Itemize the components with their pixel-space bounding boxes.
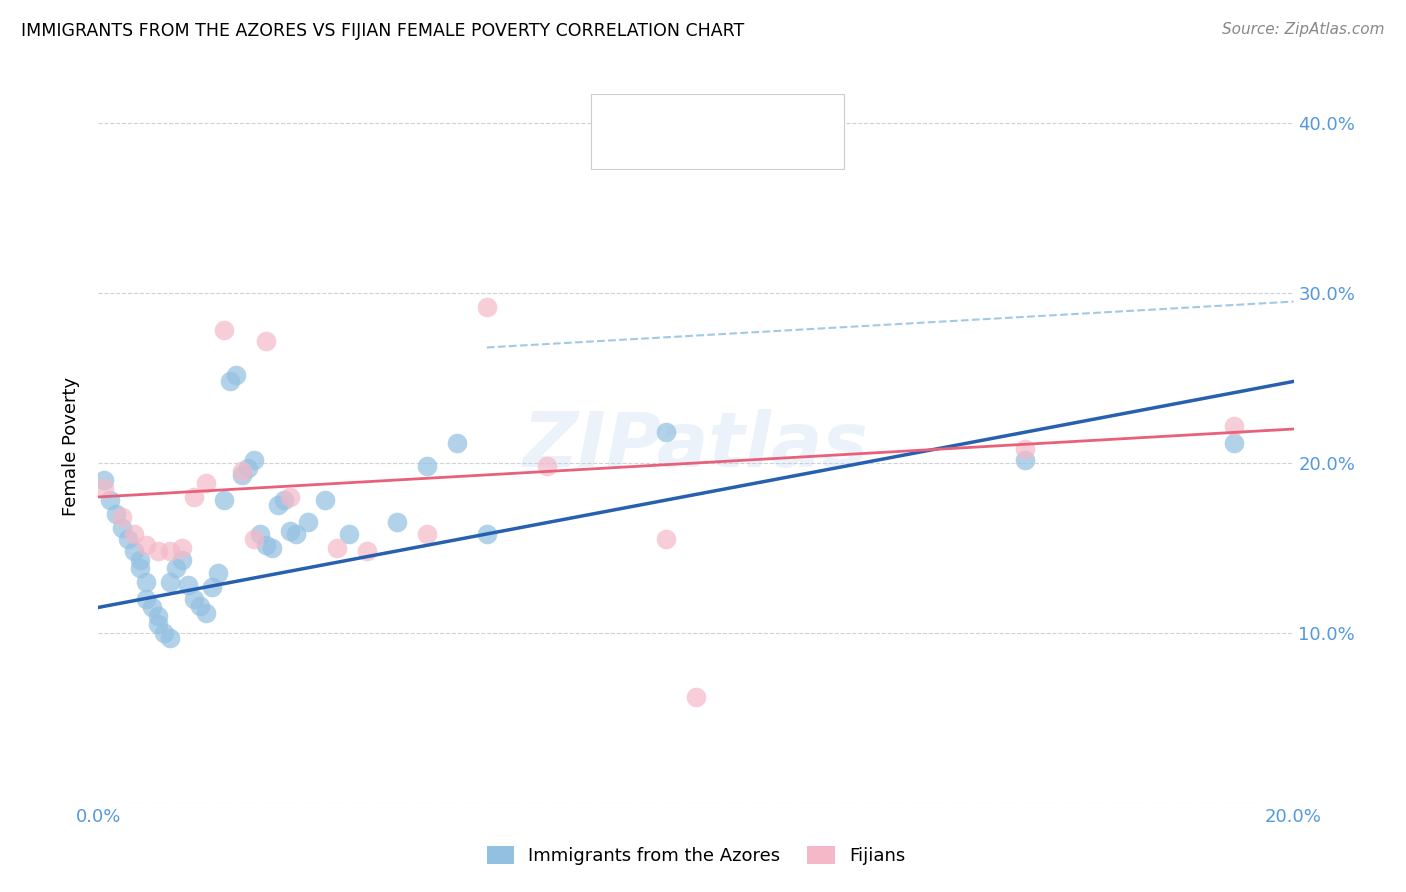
Point <box>254 537 277 551</box>
Point <box>446 435 468 450</box>
Point <box>655 425 678 440</box>
Text: Source: ZipAtlas.com: Source: ZipAtlas.com <box>1222 22 1385 37</box>
Point <box>267 499 290 513</box>
Point <box>148 544 170 558</box>
Point <box>201 580 224 594</box>
Point <box>159 631 181 645</box>
Point <box>385 516 409 530</box>
Point <box>225 368 247 382</box>
Text: R =: R = <box>640 107 679 125</box>
Point <box>212 323 235 337</box>
Point <box>236 461 259 475</box>
Point <box>159 574 181 589</box>
Point <box>219 375 242 389</box>
Point <box>93 482 115 496</box>
Legend: Immigrants from the Azores, Fijians: Immigrants from the Azores, Fijians <box>479 838 912 872</box>
Point <box>124 527 146 541</box>
Point <box>1014 452 1036 467</box>
Point <box>297 516 319 530</box>
Point <box>148 608 170 623</box>
Point <box>278 490 301 504</box>
Point <box>1223 418 1246 433</box>
Point <box>188 599 211 613</box>
Point <box>278 524 301 538</box>
Text: N =: N = <box>745 136 785 154</box>
Point <box>315 493 337 508</box>
Point <box>141 600 163 615</box>
Point <box>685 690 707 705</box>
Point <box>111 510 134 524</box>
Point <box>249 527 271 541</box>
Text: R =: R = <box>640 136 679 154</box>
Point <box>135 537 157 551</box>
Text: IMMIGRANTS FROM THE AZORES VS FIJIAN FEMALE POVERTY CORRELATION CHART: IMMIGRANTS FROM THE AZORES VS FIJIAN FEM… <box>21 22 744 40</box>
Point <box>356 544 378 558</box>
Text: 0.405: 0.405 <box>679 107 735 125</box>
Point <box>536 459 558 474</box>
Point <box>129 561 152 575</box>
Point <box>93 473 115 487</box>
Point <box>254 334 277 348</box>
Point <box>129 553 152 567</box>
Text: ZIPatlas: ZIPatlas <box>523 409 869 483</box>
Point <box>655 533 678 547</box>
Point <box>183 490 205 504</box>
Point <box>212 493 235 508</box>
Point <box>243 533 266 547</box>
Point <box>260 541 283 555</box>
Point <box>98 493 122 508</box>
Text: 0.168: 0.168 <box>679 136 737 154</box>
Point <box>339 527 361 541</box>
Point <box>111 520 134 534</box>
Point <box>105 507 128 521</box>
Point <box>177 578 200 592</box>
Point <box>273 493 295 508</box>
Point <box>231 467 253 482</box>
Point <box>117 533 139 547</box>
Point <box>1014 442 1036 457</box>
Point <box>183 591 205 606</box>
Text: 23: 23 <box>780 136 806 154</box>
Point <box>284 527 307 541</box>
Point <box>135 591 157 606</box>
Text: 47: 47 <box>780 107 806 125</box>
Point <box>148 617 170 632</box>
Point <box>231 465 253 479</box>
Point <box>475 300 498 314</box>
Point <box>416 527 439 541</box>
Point <box>172 541 194 555</box>
Point <box>165 561 187 575</box>
Point <box>416 459 439 474</box>
Point <box>1223 435 1246 450</box>
Point <box>243 452 266 467</box>
Point <box>159 544 181 558</box>
Point <box>195 476 218 491</box>
Text: N =: N = <box>745 107 785 125</box>
Point <box>326 541 349 555</box>
Point <box>172 553 194 567</box>
Point <box>153 626 176 640</box>
Point <box>475 527 498 541</box>
Point <box>207 566 229 581</box>
Y-axis label: Female Poverty: Female Poverty <box>62 376 80 516</box>
Point <box>195 606 218 620</box>
Point <box>124 544 146 558</box>
Point <box>135 574 157 589</box>
